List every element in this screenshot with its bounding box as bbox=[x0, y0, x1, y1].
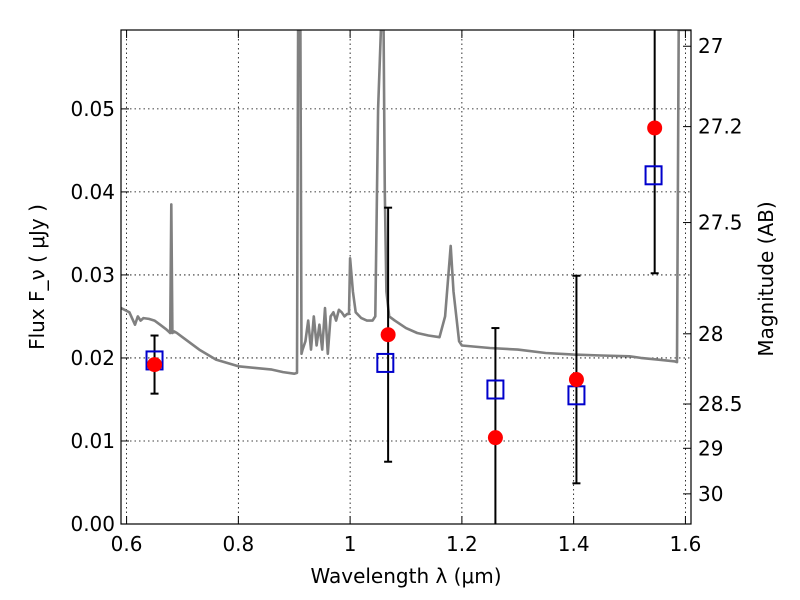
y-tick-label: 0.04 bbox=[70, 180, 115, 204]
model-spectrum-line bbox=[121, 30, 691, 376]
plot-area bbox=[121, 30, 691, 524]
model-photometry-square bbox=[644, 165, 663, 186]
x-tick-label: 0.6 bbox=[111, 532, 143, 556]
grid-lines bbox=[121, 30, 691, 525]
model-photometry-square bbox=[486, 379, 505, 400]
x-tick-label: 1 bbox=[344, 532, 357, 556]
right-axis-title: Magnitude (AB) bbox=[754, 201, 778, 356]
observed-flux-point bbox=[647, 120, 663, 136]
mag-tick-label: 28 bbox=[698, 322, 723, 346]
mag-tick-label: 29 bbox=[698, 436, 723, 460]
x-tick-label: 0.8 bbox=[222, 532, 254, 556]
y-tick-label: 0.05 bbox=[70, 97, 115, 121]
mag-tick-label: 28.5 bbox=[698, 392, 743, 416]
axis-ticks: 0.6 0.8 1 1.2 1.4 1.6 0.00 0.01 0.02 0.03 0.04 0.05… bbox=[70, 30, 743, 556]
y-tick-label: 0.03 bbox=[70, 263, 115, 287]
x-tick-label: 1.4 bbox=[558, 532, 590, 556]
x-tick-label: 1.6 bbox=[670, 532, 702, 556]
y-tick-label: 0.00 bbox=[70, 512, 115, 536]
observed-flux-point bbox=[568, 372, 584, 388]
model-photometry-square bbox=[376, 352, 395, 373]
y-axis-title: Flux F_ν ( μJy ) bbox=[25, 204, 49, 350]
observed-flux-point bbox=[147, 357, 163, 373]
mag-tick-label: 30 bbox=[698, 482, 723, 506]
x-tick-label: 1.2 bbox=[446, 532, 478, 556]
axes-frame bbox=[120, 29, 692, 525]
observed-flux-point bbox=[380, 327, 396, 343]
y-tick-label: 0.01 bbox=[70, 429, 115, 453]
mag-tick-label: 27.2 bbox=[698, 115, 743, 139]
observed-flux-point bbox=[487, 430, 503, 446]
mag-tick-label: 27.5 bbox=[698, 211, 743, 235]
x-axis-title: Wavelength λ (μm) bbox=[310, 564, 501, 588]
mag-tick-label: 27 bbox=[698, 34, 723, 58]
y-tick-label: 0.02 bbox=[70, 346, 115, 370]
